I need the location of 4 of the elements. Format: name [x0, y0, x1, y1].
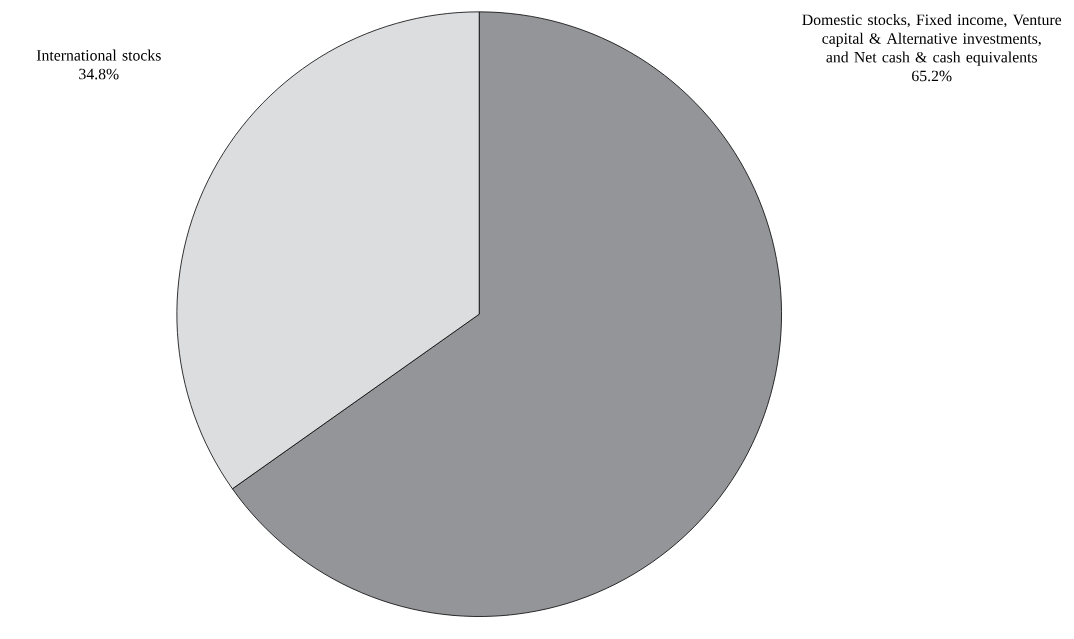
- slice-label: International stocks: [36, 49, 161, 61]
- data-label: 65.2%: [912, 70, 952, 82]
- slice-label: Domestic stocks, Fixed income, Venture capital & Alternative investments, and Net cash & cash equivalents: [802, 13, 1062, 66]
- data-label: 34.8%: [79, 68, 119, 80]
